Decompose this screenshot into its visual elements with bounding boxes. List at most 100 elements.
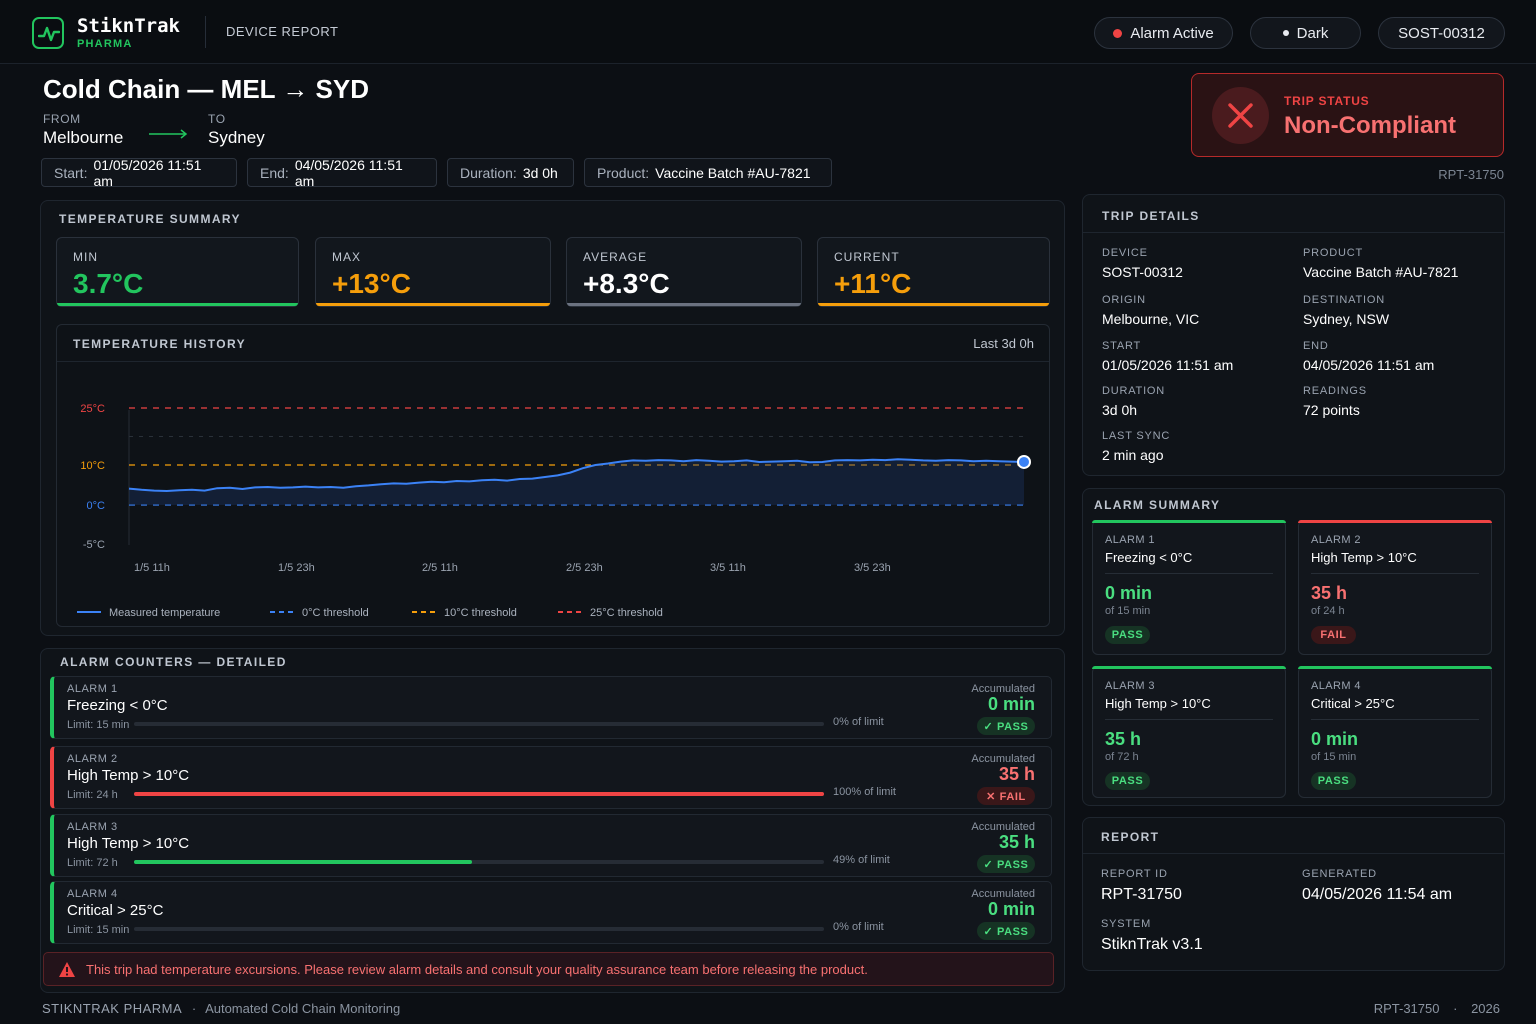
alarm-percent: 49% of limit (833, 854, 890, 866)
current-temp-card: CURRENT +11°C (817, 237, 1050, 307)
alarm-value: 35 h (1105, 729, 1142, 749)
temperature-line (128, 458, 1025, 493)
chip-label: Duration: (460, 164, 517, 181)
footer-report-id: RPT-31750 (1373, 1001, 1440, 1016)
average-temp-card: AVERAGE +8.3°C (566, 237, 802, 307)
alarm-status-badge: ✓ PASS (977, 855, 1035, 873)
alarm-limit: Limit: 24 h (67, 789, 118, 801)
trip-details-divider (1083, 232, 1504, 233)
detail-value: Melbourne, VIC (1102, 311, 1200, 327)
footer-brand: STIKNTRAK PHARMA (42, 1001, 183, 1016)
alarm-active-pill[interactable]: Alarm Active (1094, 17, 1233, 49)
detail-value: SOST-00312 (1102, 264, 1183, 280)
card-label: CURRENT (834, 250, 900, 264)
alarm-number: ALARM 2 (1311, 534, 1361, 546)
alarm-status-badge: PASS (1311, 772, 1356, 790)
alarm-percent: 0% of limit (833, 716, 884, 728)
alarm-summary-card: ALARM 3 High Temp > 10°C 35 h of 72 h PA… (1092, 666, 1286, 798)
alarm-summary-card: ALARM 1 Freezing < 0°C 0 min of 15 min P… (1092, 520, 1286, 655)
alarm-value: 35 h (1311, 583, 1348, 603)
trip-status-label: TRIP STATUS (1284, 94, 1370, 108)
detail-value: 04/05/2026 11:51 am (1303, 357, 1435, 373)
temperature-area (129, 459, 1024, 505)
temperature-summary-title: TEMPERATURE SUMMARY (59, 212, 241, 226)
alarm-limit: Limit: 15 min (67, 924, 130, 936)
nav-title: DEVICE REPORT (226, 24, 339, 39)
accumulated-value: 35 h (998, 764, 1035, 784)
legend-label: Measured temperature (109, 607, 220, 619)
alarm-summary-card: ALARM 4 Critical > 25°C 0 min of 15 min … (1298, 666, 1492, 798)
product-chip: Product: Vaccine Batch #AU-7821 (584, 158, 832, 187)
trip-details-panel (1082, 194, 1505, 476)
chip-label: Start: (54, 164, 88, 181)
max-temp-card: MAX +13°C (315, 237, 551, 307)
from-label: FROM (43, 112, 81, 126)
alarm-limit: Limit: 15 min (67, 719, 130, 731)
alarm-name: High Temp > 10°C (67, 767, 190, 784)
alarm-number: ALARM 3 (67, 821, 118, 833)
alarm-limit: Limit: 72 h (67, 857, 118, 869)
page-title: Cold Chain — MEL → SYD (43, 74, 369, 104)
legend-label: 10°C threshold (444, 607, 517, 619)
start-chip: Start: 01/05/2026 11:51 am (41, 156, 237, 189)
alarm-value: 0 min (1105, 583, 1153, 603)
alarm-progress-track (134, 927, 824, 931)
x-tick-label: 3/5 11h (710, 562, 746, 574)
footer-left: STIKNTRAK PHARMA · Automated Cold Chain … (42, 1001, 400, 1016)
alarm-limit: of 24 h (1311, 605, 1345, 617)
trip-status-card: TRIP STATUS Non-Compliant (1191, 73, 1504, 157)
report-id: RPT-31750 (1438, 167, 1504, 182)
chip-label: End: (260, 164, 289, 181)
alarm-status-badge: ✓ PASS (977, 922, 1035, 940)
card-value: 3.7°C (73, 268, 144, 299)
detail-label: LAST SYNC (1102, 430, 1171, 442)
alarm-progress-track (134, 722, 824, 726)
card-accent-bar (316, 303, 550, 306)
logo-icon (32, 17, 64, 49)
detail-label: DEVICE (1102, 247, 1148, 259)
alarm-card-divider (1311, 719, 1479, 720)
alarm-counter-row: ALARM 2 High Temp > 10°C Limit: 24 h 100… (50, 746, 1052, 809)
detail-label: PRODUCT (1303, 247, 1363, 259)
report-divider (1083, 853, 1504, 854)
current-reading-point[interactable] (1017, 454, 1031, 469)
excursion-warning-banner: This trip had temperature excursions. Pl… (43, 952, 1054, 986)
device-id-pill[interactable]: SOST-00312 (1378, 17, 1505, 49)
detail-label: END (1303, 340, 1329, 352)
alarm-status-badge: FAIL (1311, 626, 1356, 644)
chip-value: 04/05/2026 11:51 am (294, 156, 403, 189)
route-arrow-icon (149, 129, 188, 139)
alarm-number: ALARM 2 (67, 753, 118, 765)
detail-label: ORIGIN (1102, 294, 1146, 306)
generated-label: GENERATED (1302, 868, 1377, 880)
alarm-status-badge: ✕ FAIL (977, 787, 1035, 805)
alarm-counter-row: ALARM 4 Critical > 25°C Limit: 15 min 0%… (50, 881, 1052, 944)
alarm-name: Freezing < 0°C (67, 697, 168, 714)
card-label: AVERAGE (583, 250, 648, 264)
chip-value: 01/05/2026 11:51 am (93, 156, 202, 189)
x-tick-label: 3/5 23h (854, 562, 891, 574)
alarm-progress-track (134, 860, 824, 864)
brand-subtitle: PHARMA (77, 38, 133, 50)
footer-year: 2026 (1471, 1001, 1500, 1016)
alarm-active-label: Alarm Active (1130, 24, 1214, 42)
x-tick-label: 2/5 23h (566, 562, 603, 574)
route-from: FROM Melbourne (43, 112, 123, 148)
theme-toggle-button[interactable]: Dark (1250, 17, 1361, 49)
detail-value: 72 points (1303, 402, 1360, 418)
detail-value: 2 min ago (1102, 447, 1164, 463)
alarm-number: ALARM 3 (1105, 680, 1155, 692)
detail-label: START (1102, 340, 1142, 352)
from-value: Melbourne (43, 128, 124, 147)
alarm-counter-row: ALARM 1 Freezing < 0°C Limit: 15 min 0% … (50, 676, 1052, 739)
detail-label: READINGS (1303, 385, 1367, 397)
alarm-name: High Temp > 10°C (67, 835, 190, 852)
alarm-name: High Temp > 10°C (1105, 696, 1211, 711)
legend-label: 0°C threshold (302, 607, 369, 619)
card-accent-bar (567, 303, 801, 306)
fail-x-icon (1212, 87, 1269, 144)
footer-separator: · (1453, 1001, 1458, 1016)
alarm-counter-row: ALARM 3 High Temp > 10°C Limit: 72 h 49%… (50, 814, 1052, 877)
detail-value: 3d 0h (1102, 402, 1138, 418)
alarm-limit: of 15 min (1105, 605, 1151, 617)
